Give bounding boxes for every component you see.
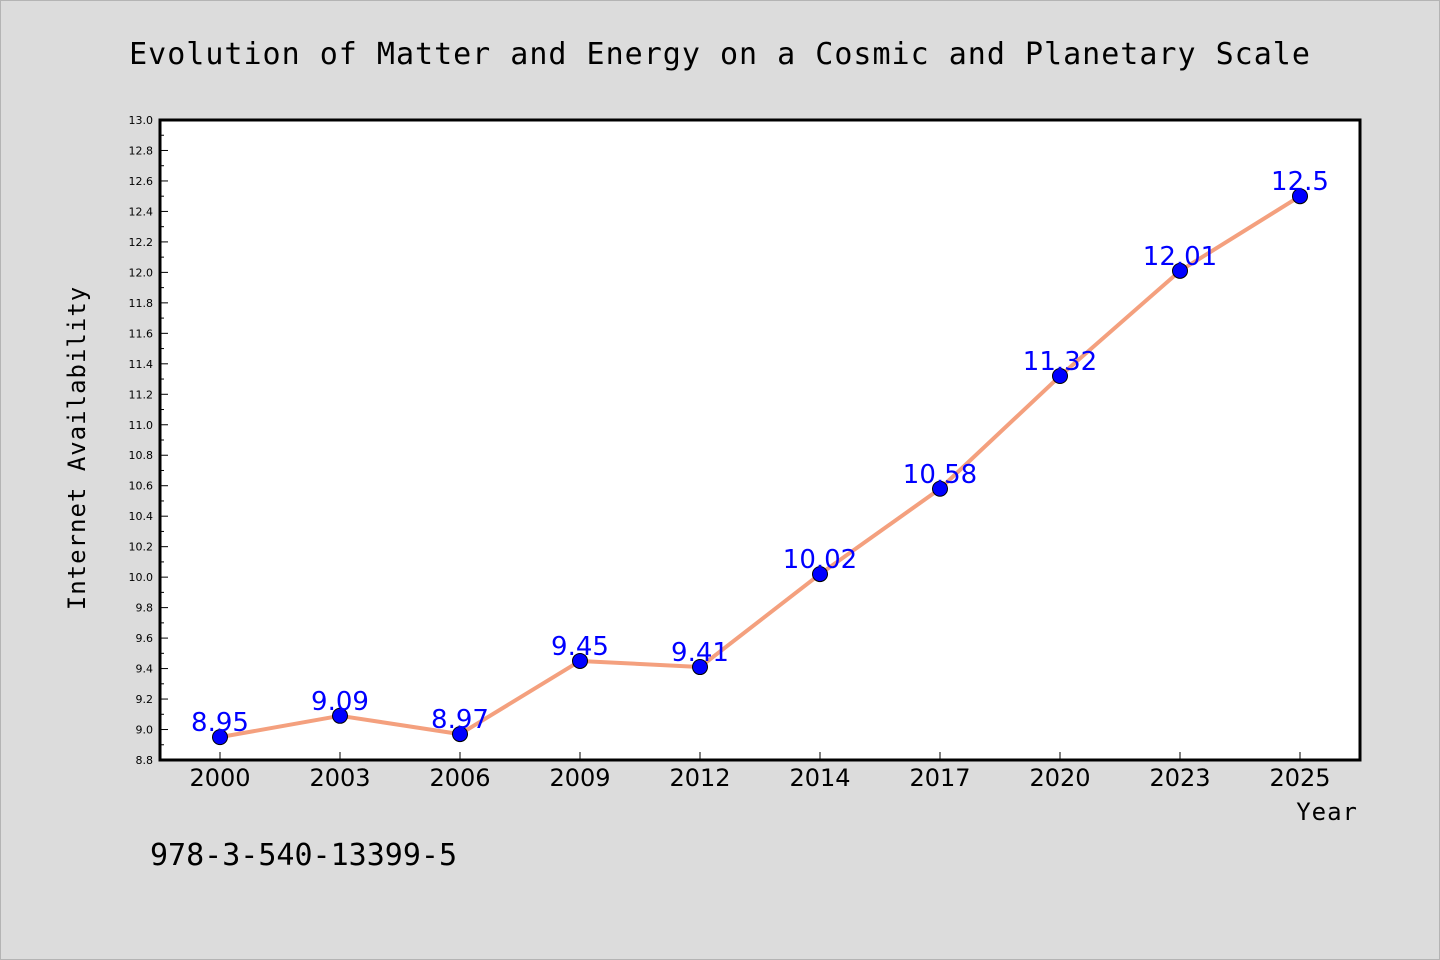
data-label: 12.5 xyxy=(1271,167,1329,197)
data-label: 10.02 xyxy=(783,545,857,575)
y-axis: 8.8 9.0 9.2 9.4 9.6 9.8 10.0 10.2 10.4 10.6 10.8 11… xyxy=(129,114,168,767)
chart-title: Evolution of Matter and Energy on a Cosm… xyxy=(129,37,1311,72)
isbn-annotation: 978-3-540-13399-5 xyxy=(150,838,457,873)
x-tick-label: 2017 xyxy=(909,764,970,792)
y-tick-label: 11.8 xyxy=(129,297,154,310)
x-axis-title: Year xyxy=(1296,798,1358,826)
x-tick-label: 2009 xyxy=(549,764,610,792)
x-tick-label: 2023 xyxy=(1149,764,1210,792)
series-line xyxy=(218,194,1302,740)
x-tick-label: 2014 xyxy=(789,764,850,792)
data-point xyxy=(212,729,228,746)
y-tick-label: 11.2 xyxy=(129,388,154,401)
x-tick-label: 2000 xyxy=(189,764,250,792)
y-tick-label: 12.0 xyxy=(129,266,154,279)
y-axis-title: Internet Availability xyxy=(63,286,91,610)
y-tick-label: 12.4 xyxy=(129,205,154,218)
x-axis: 2000 2003 2006 2009 2012 2014 2017 2020 2023 2025 xyxy=(189,752,1331,792)
data-point xyxy=(452,726,468,743)
y-tick-label: 10.4 xyxy=(129,510,154,523)
y-tick-label: 11.4 xyxy=(129,358,154,371)
y-tick-label: 9.0 xyxy=(136,724,154,737)
data-point xyxy=(1172,262,1188,279)
y-tick-label: 8.8 xyxy=(136,754,154,767)
data-point xyxy=(812,566,828,583)
y-tick-label: 12.6 xyxy=(129,175,154,188)
data-label: 12.01 xyxy=(1143,242,1217,272)
y-tick-label: 10.6 xyxy=(129,480,154,493)
data-labels: 8.95 9.09 8.97 9.45 9.41 10.02 10.58 11.32 12.01… xyxy=(191,167,1329,738)
x-tick-label: 2025 xyxy=(1269,764,1330,792)
data-label: 11.32 xyxy=(1023,347,1097,377)
x-tick-label: 2003 xyxy=(309,764,370,792)
y-tick-label: 12.2 xyxy=(129,236,154,249)
plot-area xyxy=(160,120,1360,760)
y-tick-label: 9.2 xyxy=(136,693,154,706)
data-point xyxy=(932,480,948,497)
x-tick-label: 2020 xyxy=(1029,764,1090,792)
data-label: 10.58 xyxy=(903,460,977,490)
data-label: 9.09 xyxy=(311,687,369,717)
y-tick-label: 11.6 xyxy=(129,327,154,340)
y-tick-label: 9.4 xyxy=(136,663,154,676)
data-point xyxy=(692,659,708,676)
data-label: 8.97 xyxy=(431,705,489,735)
data-point xyxy=(1052,368,1068,384)
data-point xyxy=(1292,188,1308,205)
y-tick-label: 10.2 xyxy=(129,541,154,554)
y-tick-label: 13.0 xyxy=(129,114,154,127)
x-tick-label: 2012 xyxy=(669,764,730,792)
y-tick-label: 9.6 xyxy=(136,632,154,645)
data-label: 9.41 xyxy=(671,638,729,668)
data-label: 9.45 xyxy=(551,632,609,662)
y-tick-label: 10.8 xyxy=(129,449,154,462)
data-markers xyxy=(212,188,1308,746)
plot-frame xyxy=(158,118,1362,762)
y-tick-label: 11.0 xyxy=(129,419,154,432)
data-point xyxy=(332,707,348,724)
series-line-group xyxy=(218,194,1302,740)
y-tick-label: 9.8 xyxy=(136,602,154,615)
data-label: 8.95 xyxy=(191,708,249,738)
data-point xyxy=(572,652,588,669)
y-tick-label: 10.0 xyxy=(129,571,154,584)
x-tick-label: 2006 xyxy=(429,764,490,792)
y-tick-label: 12.8 xyxy=(129,144,154,157)
